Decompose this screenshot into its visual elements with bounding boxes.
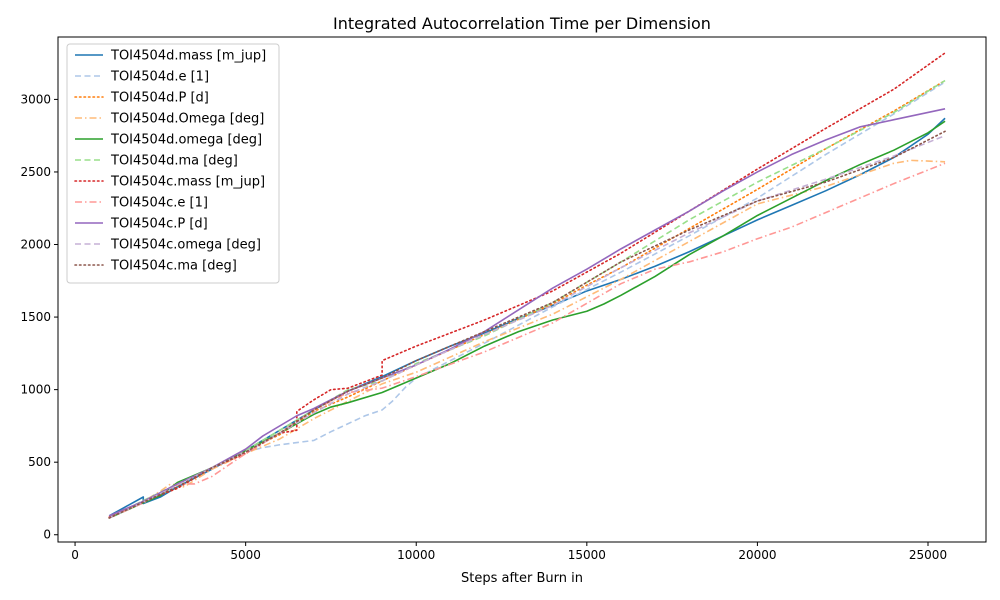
y-tick-label: 0 bbox=[43, 528, 51, 542]
legend-label: TOI4504c.mass [m_jup] bbox=[110, 175, 265, 190]
legend-label: TOI4504d.P [d] bbox=[110, 91, 209, 106]
y-tick-label: 1500 bbox=[20, 310, 51, 324]
x-tick-label: 15000 bbox=[568, 548, 606, 562]
legend-label: TOI4504c.ma [deg] bbox=[110, 259, 237, 274]
legend-label: TOI4504d.e [1] bbox=[110, 70, 209, 85]
legend-label: TOI4504c.omega [deg] bbox=[110, 238, 261, 253]
x-axis-label: Steps after Burn in bbox=[461, 571, 583, 586]
legend-label: TOI4504d.mass [m_jup] bbox=[110, 49, 266, 64]
legend-box bbox=[66, 43, 280, 284]
legend: TOI4504d.mass [m_jup] TOI4504d.e [1] TOI45… bbox=[66, 43, 280, 284]
series-line-3 bbox=[108, 159, 946, 519]
legend-label: TOI4504c.P [d] bbox=[110, 217, 208, 232]
plot-frame bbox=[57, 36, 987, 543]
x-tick-label: 25000 bbox=[909, 548, 947, 562]
axes: 0 5000 10000 15000 20000 25000 0 500 1000 1500 200… bbox=[20, 92, 947, 562]
chart-title: Integrated Autocorrelation Time per Dime… bbox=[333, 14, 711, 33]
legend-label: TOI4504d.ma [deg] bbox=[110, 154, 238, 169]
legend-label: TOI4504d.omega [deg] bbox=[110, 133, 262, 148]
x-tick-label: 5000 bbox=[230, 548, 261, 562]
legend-label: TOI4504d.Omega [deg] bbox=[110, 112, 264, 127]
x-tick-label: 0 bbox=[71, 548, 79, 562]
y-tick-label: 3000 bbox=[20, 92, 51, 106]
series-line-10 bbox=[108, 130, 946, 519]
y-tick-label: 2000 bbox=[20, 238, 51, 252]
y-tick-label: 1000 bbox=[20, 383, 51, 397]
legend-label: TOI4504c.e [1] bbox=[110, 196, 208, 211]
x-tick-label: 10000 bbox=[397, 548, 435, 562]
series-line-7 bbox=[108, 162, 946, 519]
series-line-6 bbox=[108, 52, 946, 519]
y-tick-label: 500 bbox=[28, 455, 51, 469]
series-line-4 bbox=[108, 120, 946, 519]
y-tick-label: 2500 bbox=[20, 165, 51, 179]
series-line-8 bbox=[108, 108, 946, 517]
x-tick-label: 20000 bbox=[738, 548, 776, 562]
